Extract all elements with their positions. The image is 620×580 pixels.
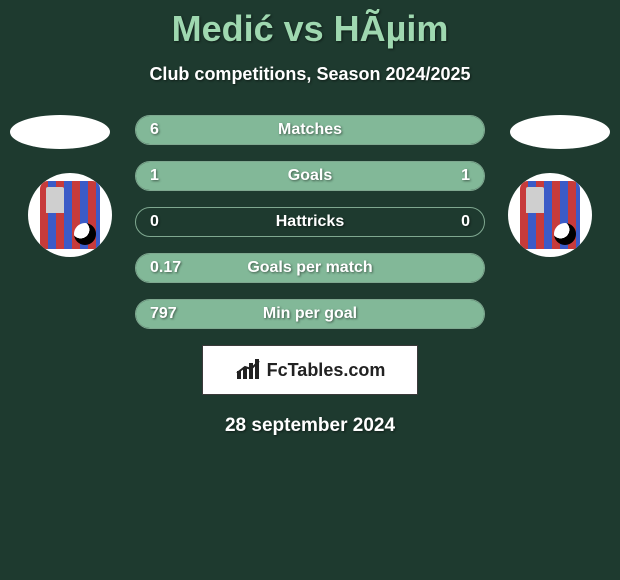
club-crest-icon bbox=[40, 181, 100, 249]
club-crest-icon bbox=[520, 181, 580, 249]
stat-row: 1Goals1 bbox=[135, 161, 485, 191]
player-slot-right bbox=[510, 115, 610, 149]
stat-label: Goals bbox=[136, 162, 484, 190]
page-subtitle: Club competitions, Season 2024/2025 bbox=[0, 64, 620, 85]
club-badge-left bbox=[28, 173, 112, 257]
crest-ball-icon bbox=[74, 223, 96, 245]
club-badge-right bbox=[508, 173, 592, 257]
stats-rows: 6Matches 1Goals1 0Hattricks0 0.17Goals per … bbox=[135, 115, 485, 329]
player-slot-left bbox=[10, 115, 110, 149]
stat-row: 6Matches bbox=[135, 115, 485, 145]
stat-value-right: 1 bbox=[461, 162, 470, 190]
stat-label: Min per goal bbox=[136, 300, 484, 328]
crest-tower-icon bbox=[46, 187, 64, 213]
stat-label: Hattricks bbox=[136, 208, 484, 236]
stat-value-right: 0 bbox=[461, 208, 470, 236]
page-title: Medić vs HÃµim bbox=[0, 0, 620, 50]
stat-label: Matches bbox=[136, 116, 484, 144]
brand-text: FcTables.com bbox=[267, 360, 386, 381]
stat-row: 0.17Goals per match bbox=[135, 253, 485, 283]
stat-row: 0Hattricks0 bbox=[135, 207, 485, 237]
bar-chart-icon bbox=[235, 359, 261, 381]
comparison-date: 28 september 2024 bbox=[0, 415, 620, 437]
stat-label: Goals per match bbox=[136, 254, 484, 282]
stat-row: 797Min per goal bbox=[135, 299, 485, 329]
crest-tower-icon bbox=[526, 187, 544, 213]
crest-ball-icon bbox=[554, 223, 576, 245]
comparison-content: 6Matches 1Goals1 0Hattricks0 0.17Goals per … bbox=[0, 115, 620, 437]
brand-box: FcTables.com bbox=[202, 345, 418, 395]
